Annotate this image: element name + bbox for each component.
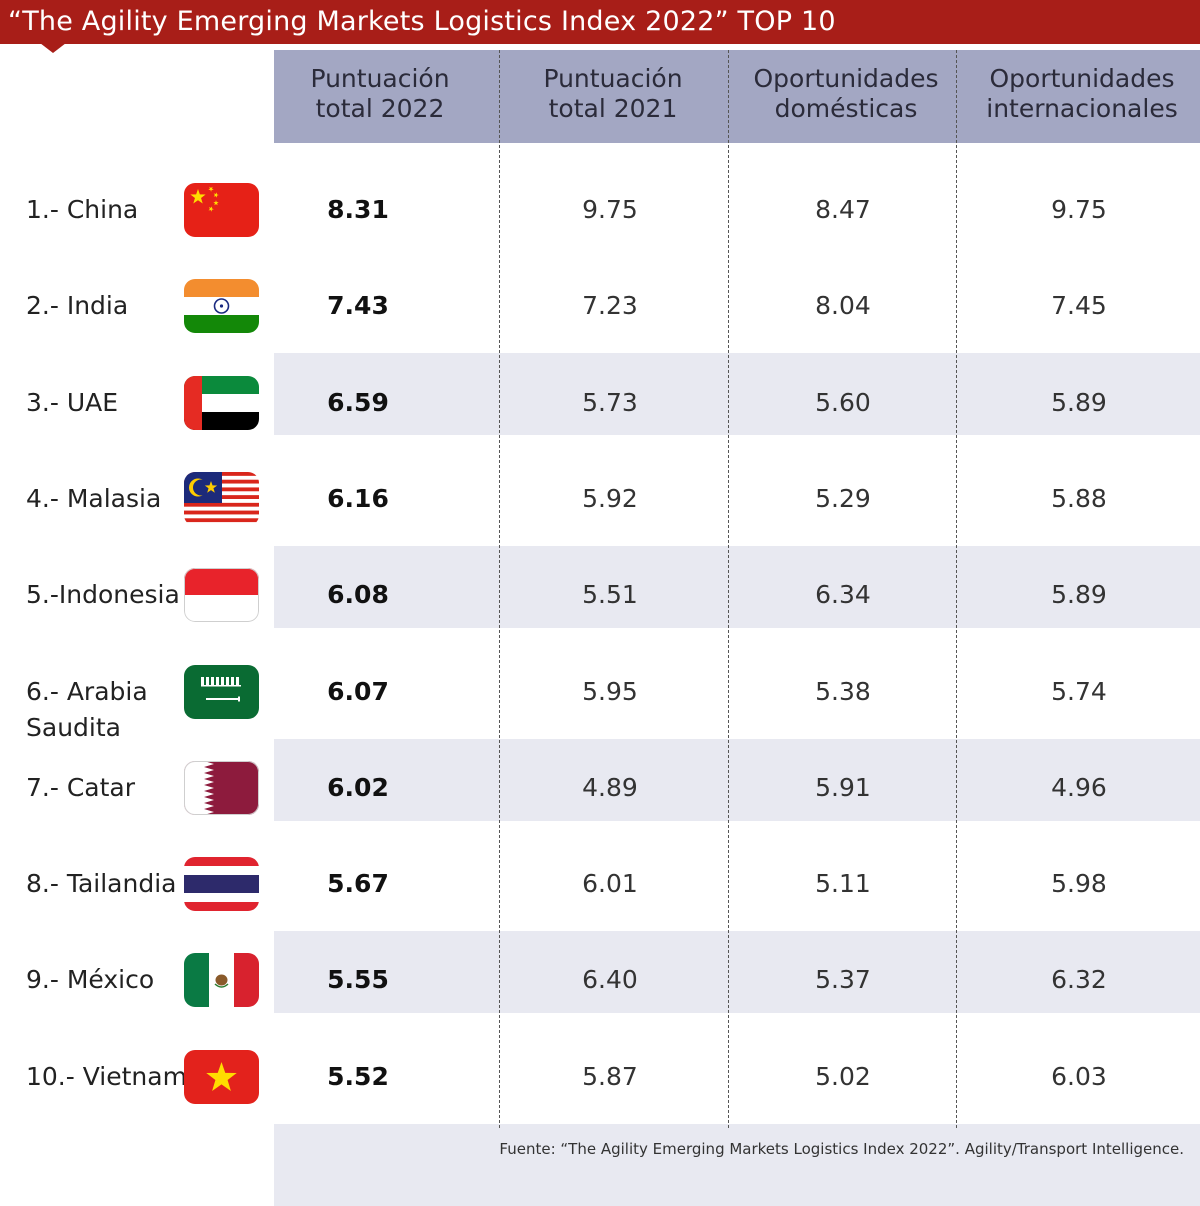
- row-stripe: [274, 1123, 1200, 1206]
- international-cell: 5.98: [1051, 869, 1107, 899]
- row-stripe: [274, 545, 1200, 628]
- column-header: Puntuación total 2021: [543, 64, 683, 123]
- country-label: 9.- México: [26, 965, 155, 995]
- china-flag: [184, 183, 259, 237]
- table-header: [274, 50, 1200, 143]
- international-cell: 6.32: [1051, 965, 1107, 995]
- qatar-flag: [184, 760, 259, 815]
- international-cell: 5.88: [1051, 483, 1107, 513]
- country-label: 1.- China: [26, 195, 139, 224]
- title-bar: “The Agility Emerging Markets Logistics …: [0, 0, 1200, 44]
- score-2022-cell: 5.52: [327, 1061, 389, 1091]
- score-2021-cell: 4.89: [582, 772, 638, 802]
- domestic-cell: 8.47: [815, 195, 871, 224]
- country-label: 2.- India: [26, 291, 129, 321]
- row-stripe: [274, 353, 1200, 436]
- saudi-arabia-flag: [184, 664, 259, 719]
- country-label: 4.- Malasia: [26, 483, 162, 513]
- international-cell: 7.45: [1051, 291, 1107, 321]
- domestic-cell: 5.37: [815, 965, 871, 995]
- column-divider: [728, 50, 729, 1128]
- column-divider: [956, 50, 957, 1128]
- uae-flag: [184, 375, 259, 430]
- domestic-cell: 5.02: [815, 1061, 871, 1091]
- international-cell: 9.75: [1051, 195, 1107, 224]
- indonesia-flag: [184, 568, 259, 623]
- country-label: 7.- Catar: [26, 772, 135, 802]
- domestic-cell: 5.38: [815, 676, 871, 706]
- score-2021-cell: 5.92: [582, 483, 638, 513]
- source-note: Fuente: “The Agility Emerging Markets Lo…: [499, 1140, 1184, 1158]
- domestic-cell: 6.34: [815, 580, 871, 610]
- score-2021-cell: 5.95: [582, 676, 638, 706]
- column-header: Oportunidades internacionales: [986, 64, 1178, 123]
- malaysia-flag: [184, 471, 259, 526]
- score-2022-cell: 8.31: [327, 195, 389, 224]
- domestic-cell: 5.91: [815, 772, 871, 802]
- column-header: Oportunidades domésticas: [753, 64, 939, 123]
- domestic-cell: 8.04: [815, 291, 871, 321]
- country-label: 10.- Vietnam: [26, 1061, 187, 1091]
- score-2022-cell: 6.02: [327, 772, 389, 802]
- country-label: 8.- Tailandia: [26, 869, 177, 899]
- domestic-cell: 5.11: [815, 869, 871, 899]
- score-2021-cell: 5.73: [582, 387, 638, 417]
- country-label: 3.- UAE: [26, 387, 119, 417]
- score-2021-cell: 5.87: [582, 1061, 638, 1091]
- mexico-flag: [184, 953, 259, 1008]
- score-2022-cell: 6.59: [327, 387, 389, 417]
- score-2022-cell: 6.16: [327, 483, 389, 513]
- chart-title: “The Agility Emerging Markets Logistics …: [8, 6, 836, 37]
- score-2022-cell: 7.43: [327, 291, 389, 321]
- vietnam-flag: [184, 1049, 259, 1104]
- international-cell: 5.89: [1051, 387, 1107, 417]
- score-2022-cell: 5.55: [327, 965, 389, 995]
- score-2022-cell: 5.67: [327, 869, 389, 899]
- country-label: 6.- Arabia Saudita: [26, 676, 148, 742]
- score-2021-cell: 6.40: [582, 965, 638, 995]
- score-2021-cell: 9.75: [582, 195, 638, 224]
- row-stripe: [274, 738, 1200, 821]
- india-flag: [184, 279, 259, 334]
- score-2022-cell: 6.07: [327, 676, 389, 706]
- international-cell: 6.03: [1051, 1061, 1107, 1091]
- international-cell: 5.89: [1051, 580, 1107, 610]
- score-2022-cell: 6.08: [327, 580, 389, 610]
- thailand-flag: [184, 857, 259, 912]
- international-cell: 4.96: [1051, 772, 1107, 802]
- score-2021-cell: 5.51: [582, 580, 638, 610]
- domestic-cell: 5.60: [815, 387, 871, 417]
- score-2021-cell: 6.01: [582, 869, 638, 899]
- international-cell: 5.74: [1051, 676, 1107, 706]
- title-notch: [40, 43, 66, 53]
- domestic-cell: 5.29: [815, 483, 871, 513]
- row-stripe: [274, 931, 1200, 1014]
- score-2021-cell: 7.23: [582, 291, 638, 321]
- column-divider: [499, 50, 500, 1128]
- column-header: Puntuación total 2022: [310, 64, 450, 123]
- country-label: 5.-Indonesia: [26, 580, 180, 610]
